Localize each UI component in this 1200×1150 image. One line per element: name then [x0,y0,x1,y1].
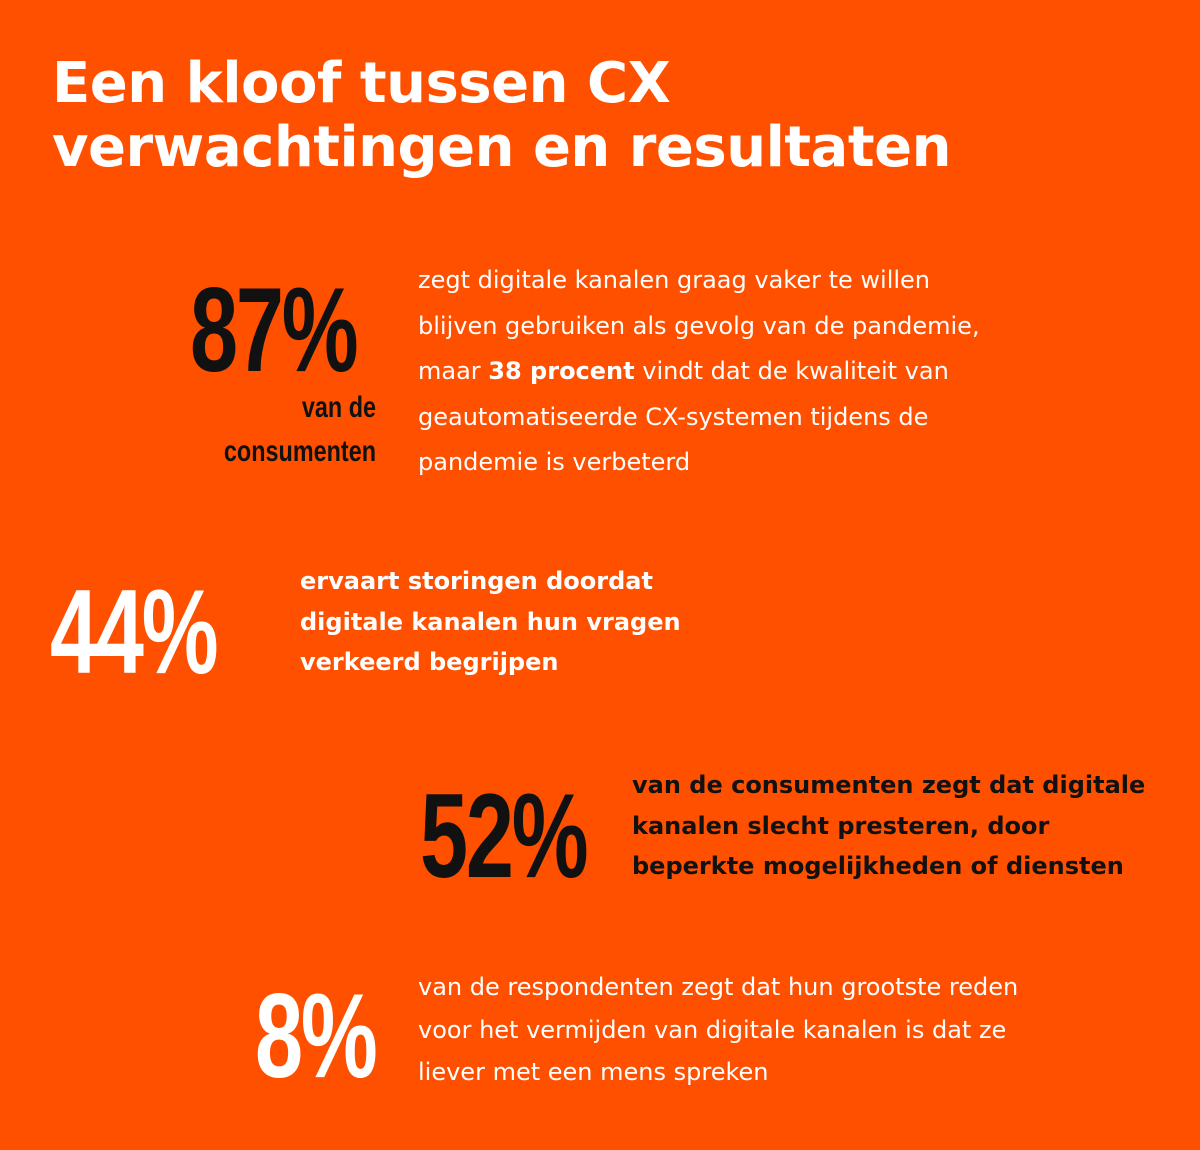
stat-description-line: voor het vermijden van digitale kanalen … [418,1015,1007,1044]
stat-value: 44% [50,565,219,699]
page-title: Een kloof tussen CX verwachtingen en res… [52,52,951,180]
text-fragment: maar [418,357,489,385]
text-fragment: vindt dat de kwaliteit van [634,357,949,385]
stat-description-line: blijven gebruiken als gevolg van de pand… [418,311,980,340]
highlight-figure: 38 procent [488,357,635,385]
page-title-line: verwachtingen en resultaten [52,115,951,180]
stat-description-line: geautomatiseerde CX-systemen tijdens de [418,402,929,431]
stat-value: 52% [420,769,589,903]
stat-description-line: verkeerd begrijpen [300,648,559,676]
stat-description: zegt digitale kanalen graag vaker te wil… [418,258,980,486]
stat-description-line: liever met een mens spreken [418,1058,769,1086]
stat-description-line: van de respondenten zegt dat hun grootst… [418,973,1019,1001]
stat-description-line: ervaart storingen doordat [300,567,653,595]
stat-description-line: van de consumenten zegt dat digitale [632,771,1146,799]
stat-description-line: pandemie is verbeterd [418,448,691,476]
stat-description-line: beperkte mogelijkheden of diensten [632,852,1124,880]
stat-description: ervaart storingen doordat digitale kanal… [300,561,681,683]
stat-description-line: digitale kanalen hun vragen [300,607,681,636]
stat-subject: van de consumenten [224,386,376,474]
stat-value: 87% [190,263,359,397]
stat-description-line: maar 38 procent vindt dat de kwaliteit v… [418,349,980,395]
stat-description-line: zegt digitale kanalen graag vaker te wil… [418,266,931,294]
stat-subject-line: consumenten [223,435,376,468]
stat-description-line: kanalen slecht presteren, door [632,811,1050,840]
stat-subject-line: van de [301,391,376,424]
stat-value: 8% [255,969,378,1103]
stat-description: van de consumenten zegt dat digitale kan… [632,765,1145,887]
stat-description: van de respondenten zegt dat hun grootst… [418,966,1018,1094]
page-title-line: Een kloof tussen CX [52,51,671,116]
